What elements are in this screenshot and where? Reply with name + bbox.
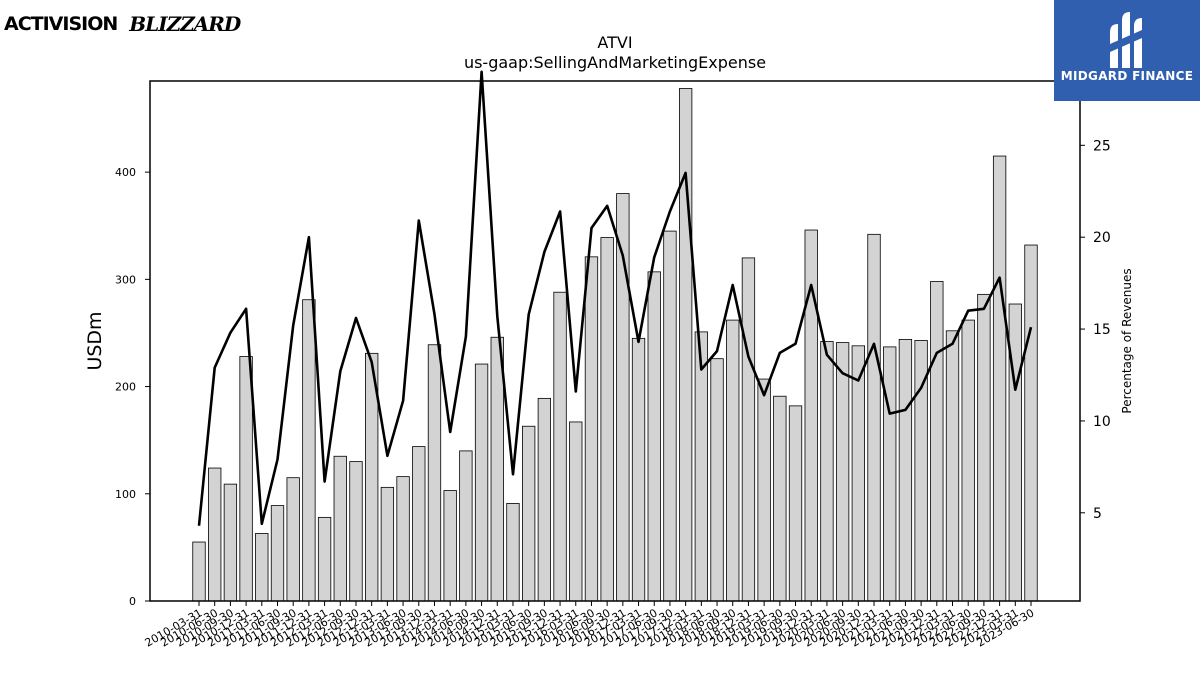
y-tick-label: 300 (115, 273, 136, 286)
bar (396, 476, 410, 602)
y-axis-label: USDm (84, 311, 106, 370)
bar (867, 233, 881, 602)
bar (333, 455, 347, 602)
activision-logo-text: ACTIVISION (4, 13, 118, 35)
bar (773, 395, 787, 602)
bar (757, 378, 771, 602)
bar (1024, 244, 1038, 602)
y2-axis-label: Percentage of Revenues (1120, 268, 1134, 413)
bar (992, 155, 1007, 602)
chart-title: ATVI (597, 33, 632, 52)
bar (208, 467, 222, 602)
bar (522, 425, 536, 602)
bar (584, 256, 599, 602)
midgard-mark-icon (1110, 12, 1142, 68)
bar (977, 293, 991, 602)
bar (192, 541, 206, 602)
bar (788, 405, 803, 602)
y-tick-label: 0 (129, 595, 136, 608)
bar (239, 356, 253, 602)
bar (537, 397, 552, 602)
y-tick-label: 100 (115, 488, 136, 501)
percentage-line (197, 70, 1033, 526)
y2-tick-label: 20 (1093, 230, 1111, 246)
y2-tick-label: 15 (1093, 322, 1111, 338)
bar (474, 363, 489, 602)
bar (569, 421, 583, 602)
bar (223, 483, 238, 602)
bar (349, 461, 363, 602)
bar (741, 257, 756, 602)
bar (961, 319, 975, 602)
bar (851, 345, 865, 602)
bar (883, 346, 897, 602)
y2-tick-label: 5 (1093, 506, 1102, 522)
plot-frame (149, 80, 1081, 602)
bar (663, 230, 677, 602)
y2-tick-label: 10 (1093, 414, 1111, 430)
bar (443, 490, 457, 602)
bar (286, 477, 300, 602)
bar (553, 291, 567, 602)
bar (1008, 303, 1022, 602)
chart-subtitle: us-gaap:SellingAndMarketingExpense (464, 53, 766, 72)
bar (270, 505, 285, 602)
bar (600, 237, 614, 602)
midgard-finance-name: MIDGARD FINANCE (1060, 69, 1194, 83)
line-series (197, 70, 1033, 526)
bar (930, 281, 944, 602)
bar (694, 331, 708, 602)
bar (945, 330, 960, 602)
midgard-finance-logo: MIDGARD FINANCE (1054, 0, 1200, 101)
bar (412, 446, 426, 602)
bar (302, 299, 316, 602)
bar (506, 503, 520, 602)
bar (678, 88, 693, 602)
y-tick-label: 200 (115, 381, 136, 394)
y2-tick-label: 25 (1093, 138, 1111, 154)
bar-series (192, 88, 1038, 602)
bar (255, 533, 269, 602)
bar (820, 341, 834, 602)
bar (726, 319, 740, 602)
bar (631, 337, 646, 602)
bar (427, 344, 442, 602)
bar (459, 450, 473, 602)
bar (490, 336, 504, 602)
blizzard-logo-text: BLIZZARD (129, 12, 241, 36)
bar (317, 516, 332, 602)
bar (647, 271, 661, 602)
bar (898, 338, 913, 602)
bar (835, 342, 850, 602)
bar (380, 486, 395, 602)
y-tick-label: 400 (115, 166, 136, 179)
activision-blizzard-logo: ACTIVISION BLIZZARD (4, 6, 241, 42)
bar (710, 358, 724, 602)
